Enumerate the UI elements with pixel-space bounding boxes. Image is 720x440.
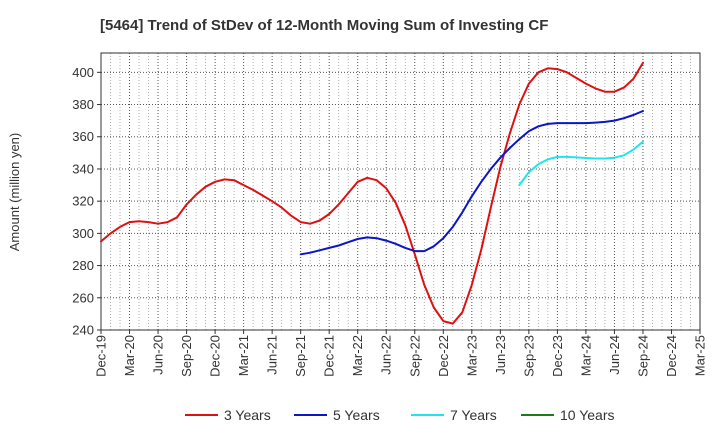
y-tick-label: 300 [72,226,94,241]
chart-title: [5464] Trend of StDev of 12-Month Moving… [100,17,548,34]
x-tick-label: Dec-22 [436,335,451,377]
y-tick-label: 280 [72,258,94,273]
legend: 3 Years 5 Years 7 Years 10 Years [185,407,615,423]
x-tick-label: Jun-22 [379,335,394,375]
y-tick-label: 320 [72,194,94,209]
x-tick-label: Mar-24 [578,335,593,376]
x-tick-label: Dec-20 [208,335,223,377]
series-line-5-years [299,110,644,256]
legend-label: 10 Years [560,407,615,423]
x-tick-label: Mar-22 [350,335,365,376]
x-tick-label: Sep-21 [293,335,308,377]
series-layer [100,61,644,325]
legend-label: 3 Years [224,407,271,423]
x-tick-label: Dec-24 [664,335,679,377]
x-ticks: Dec-19 Mar-20 Jun-20 Sep-20 Dec-20 Mar-21 Jun-… [94,330,708,377]
y-tick-label: 400 [72,65,94,80]
x-tick-label: Sep-20 [179,335,194,377]
grid [100,52,701,331]
y-ticks: 240 260 280 300 320 340 360 380 400 [72,65,101,338]
x-tick-label: Dec-21 [322,335,337,377]
legend-label: 5 Years [333,407,380,423]
y-tick-label: 380 [72,97,94,112]
y-tick-label: 360 [72,129,94,144]
x-tick-label: Jun-24 [607,335,622,375]
x-tick-label: Mar-21 [236,335,251,376]
x-tick-label: Mar-25 [693,335,708,376]
y-tick-label: 260 [72,290,94,305]
x-tick-label: Dec-23 [550,335,565,377]
x-tick-label: Dec-19 [94,335,109,377]
x-tick-label: Mar-20 [122,335,137,376]
x-tick-label: Jun-23 [493,335,508,375]
plot-frame [100,52,701,331]
x-tick-label: Sep-22 [407,335,422,377]
x-tick-label: Mar-23 [464,335,479,376]
legend-label: 7 Years [450,407,497,423]
x-tick-label: Sep-23 [521,335,536,377]
y-tick-label: 340 [72,161,94,176]
x-tick-label: Jun-21 [265,335,280,375]
series-line-3-years [100,61,644,325]
series-line-7-years [518,140,644,187]
y-axis-label: Amount (million yen) [7,133,22,252]
x-tick-label: Sep-24 [636,335,651,377]
y-tick-label: 240 [72,323,94,338]
x-tick-label: Jun-20 [151,335,166,375]
